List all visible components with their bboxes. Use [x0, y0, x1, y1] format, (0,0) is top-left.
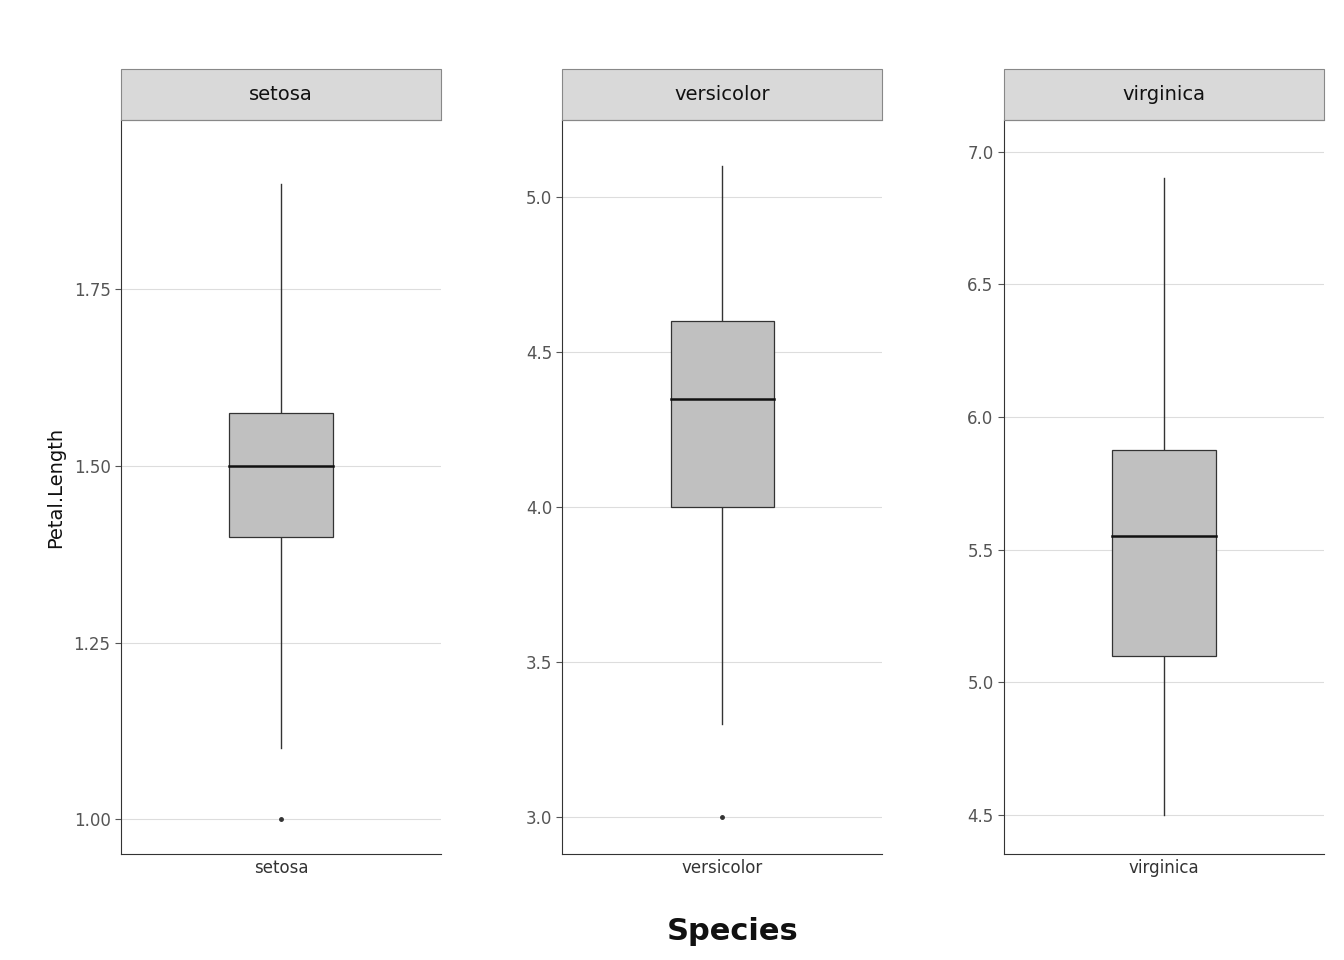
Bar [230, 413, 333, 537]
FancyBboxPatch shape [121, 68, 441, 120]
FancyBboxPatch shape [1004, 68, 1324, 120]
FancyBboxPatch shape [562, 68, 883, 120]
Text: setosa: setosa [249, 84, 313, 104]
Text: versicolor: versicolor [675, 84, 770, 104]
Text: Species: Species [667, 917, 798, 946]
Bar [671, 322, 774, 507]
Bar [1111, 450, 1215, 656]
Y-axis label: Petal.Length: Petal.Length [46, 426, 66, 548]
Text: virginica: virginica [1122, 84, 1206, 104]
